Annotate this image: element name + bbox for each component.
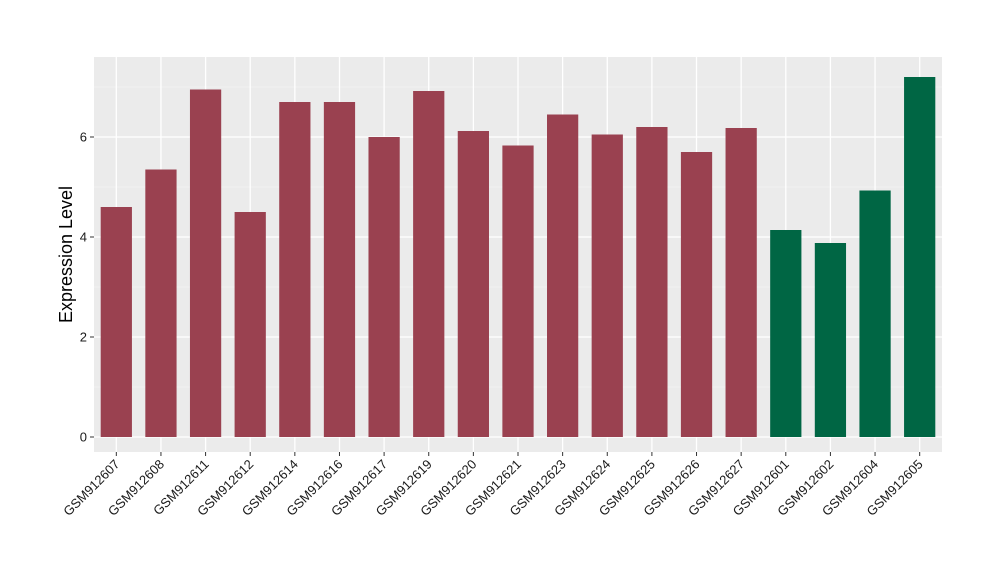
bar-GSM912607	[100, 207, 132, 437]
bar-GSM912604	[859, 190, 891, 437]
bar-GSM912625	[636, 127, 668, 437]
bars	[100, 77, 936, 437]
bar-GSM912624	[591, 134, 623, 437]
x-axis: GSM912607GSM912608GSM912611GSM912612GSM9…	[60, 452, 926, 519]
y-tick-label: 6	[80, 130, 87, 145]
y-tick-label: 0	[80, 430, 87, 445]
bar-GSM912601	[770, 230, 802, 437]
bar-GSM912621	[502, 145, 534, 437]
bar-GSM912617	[368, 137, 400, 437]
bar-GSM912611	[189, 89, 222, 437]
bar-GSM912614	[279, 102, 311, 437]
bar-GSM912612	[234, 212, 266, 437]
y-tick-label: 2	[80, 330, 87, 345]
bar-GSM912616	[323, 102, 356, 437]
bar-GSM912602	[814, 243, 847, 437]
bar-GSM912608	[145, 169, 177, 437]
bar-GSM912605	[904, 77, 936, 437]
bar-GSM912627	[725, 128, 757, 437]
y-axis-title: Expression Level	[56, 186, 76, 323]
bar-GSM912626	[680, 152, 713, 437]
y-tick-label: 4	[80, 230, 87, 245]
bar-GSM912620	[457, 131, 489, 437]
y-axis: 0 2 4 6	[80, 130, 94, 445]
bar-GSM912623	[547, 114, 579, 437]
bar-GSM912619	[413, 91, 445, 437]
